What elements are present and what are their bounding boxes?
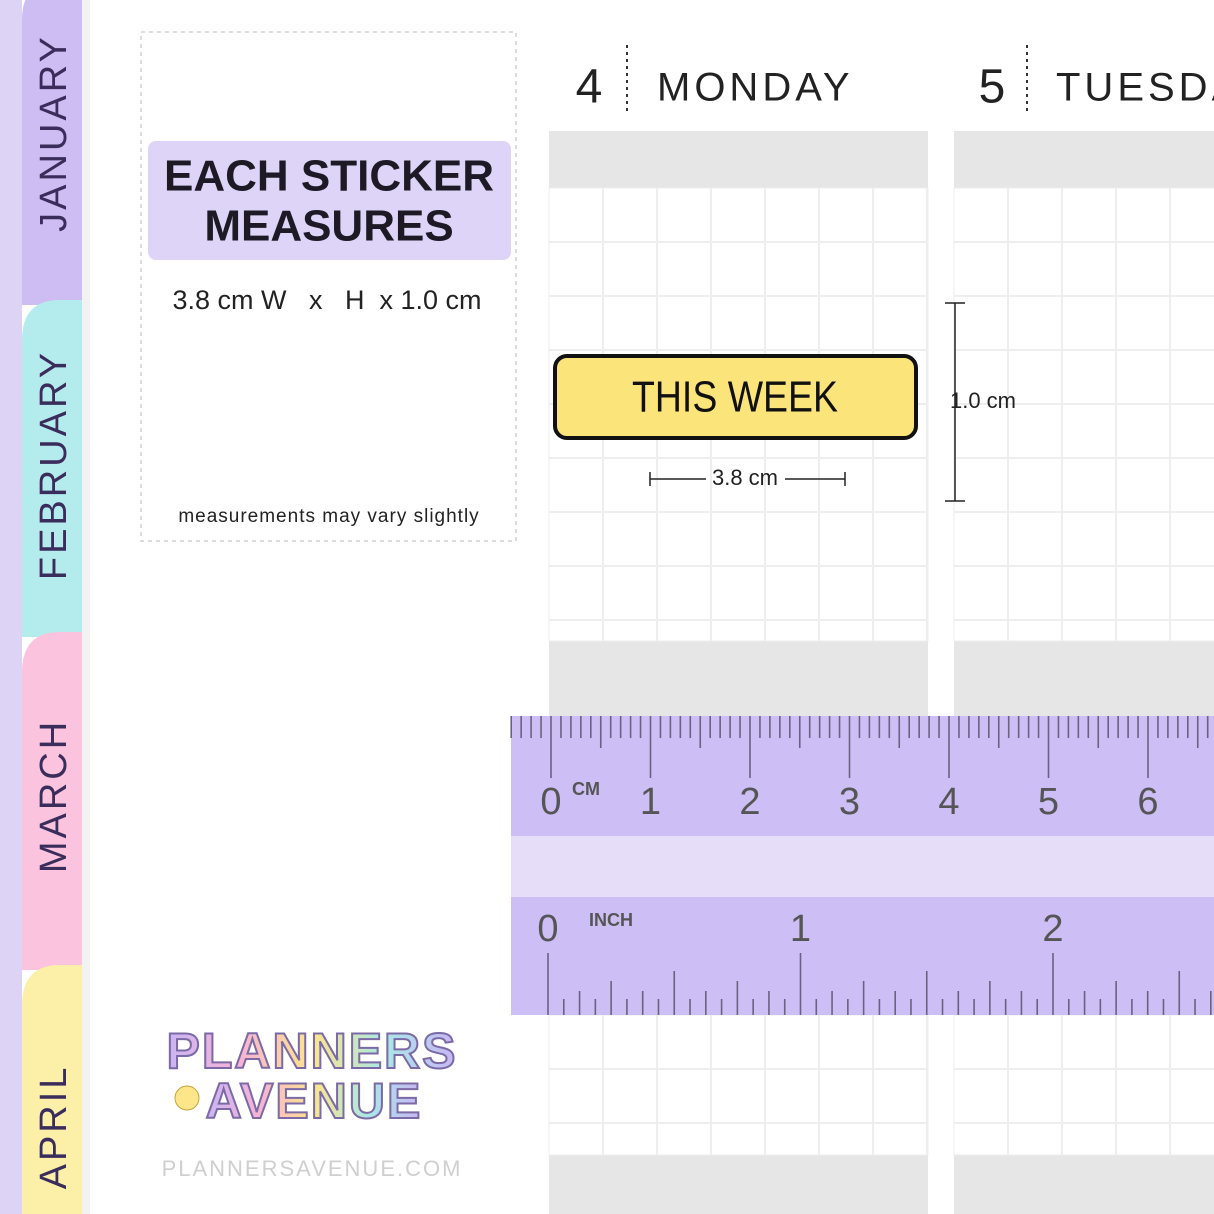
column-band [549,1155,928,1214]
column-band [954,641,1214,716]
ruler-label: 1 [790,908,811,950]
height-label: 1.0 cm [950,388,1016,413]
ruler-label: 5 [1038,781,1059,823]
tab [22,965,82,1214]
grid-area [548,1014,929,1156]
ruler-label: 4 [938,781,959,823]
ruler-inch-band [511,897,1214,1015]
ruler-label: 2 [1042,908,1063,950]
logo-sun [174,1085,200,1111]
ruler-label: 1 [640,781,661,823]
width-label: 3.8 cm [712,465,778,490]
ruler-label: 0 [537,908,558,950]
day-name: MONDAY [657,66,854,110]
info-title: EACH STICKER [164,152,494,201]
ruler-label: 2 [739,781,760,823]
column-header-band [954,131,1214,188]
info-note: measurements may vary slightly [178,506,479,527]
tab-strip [0,0,22,1214]
column-header-band [549,131,928,188]
day-number: 5 [979,61,1006,114]
ruler-label: 0 [540,781,561,823]
sticker [553,354,918,440]
column-band [549,641,928,716]
logo-text: PLANNERS [166,1023,457,1079]
website: PLANNERSAVENUE.COM [162,1156,463,1181]
tab-label: FEBRUARY [33,350,75,580]
planner-columns [548,131,1214,1214]
tab [22,0,82,305]
tab-label: APRIL [33,1065,75,1190]
day-name: TUESDAY [1056,66,1214,110]
sticker-label: THIS WEEK [632,373,838,422]
tab-shadow [82,0,90,1214]
grid-area [953,1014,1214,1156]
tab [22,300,82,637]
ruler-cm-band [511,716,1214,836]
logo-text: AVENUE [206,1073,423,1129]
info-size: 3.8 cm W x H x 1.0 cm [172,285,481,315]
tab [22,632,82,970]
ruler-unit: INCH [589,910,633,930]
tab-label: MARCH [33,719,75,873]
grid-area [953,187,1214,642]
info-header [148,141,511,260]
ruler: CM INCH 0 1 2 3 4 5 6 0 1 2 [510,716,1214,1015]
ruler-label: 3 [839,781,860,823]
info-box [140,31,517,542]
month-tabs: JANUARY FEBRUARY MARCH APRIL [22,0,82,1214]
ruler-middle-band [511,836,1214,897]
info-title: MEASURES [204,202,453,251]
ruler-label: 6 [1137,781,1158,823]
column-band [954,1155,1214,1214]
day-number: 4 [576,61,603,114]
tab-label: JANUARY [33,34,75,232]
ruler-unit: CM [572,779,600,799]
